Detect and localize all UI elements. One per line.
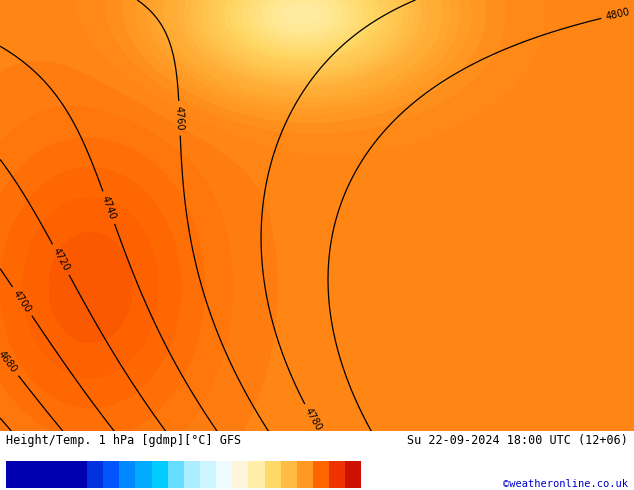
- Text: 4740: 4740: [100, 195, 118, 221]
- Text: 4780: 4780: [302, 406, 323, 433]
- Bar: [103, 461, 119, 488]
- Text: 4680: 4680: [0, 349, 19, 375]
- Bar: [297, 461, 313, 488]
- Text: Height/Temp. 1 hPa [gdmp][°C] GFS: Height/Temp. 1 hPa [gdmp][°C] GFS: [6, 434, 242, 447]
- Bar: [168, 461, 184, 488]
- Text: ©weatheronline.co.uk: ©weatheronline.co.uk: [503, 479, 628, 489]
- Bar: [249, 461, 264, 488]
- Text: 4760: 4760: [174, 106, 185, 131]
- Text: Su 22-09-2024 18:00 UTC (12+06): Su 22-09-2024 18:00 UTC (12+06): [407, 434, 628, 447]
- Bar: [152, 461, 168, 488]
- Bar: [119, 461, 136, 488]
- Text: 4800: 4800: [605, 7, 631, 22]
- Bar: [264, 461, 281, 488]
- Bar: [184, 461, 200, 488]
- Bar: [136, 461, 152, 488]
- Bar: [313, 461, 329, 488]
- Bar: [216, 461, 232, 488]
- Bar: [6, 461, 87, 488]
- Bar: [281, 461, 297, 488]
- Text: 4700: 4700: [11, 289, 33, 315]
- Bar: [200, 461, 216, 488]
- Text: 4720: 4720: [51, 246, 71, 273]
- Bar: [346, 461, 361, 488]
- Bar: [232, 461, 249, 488]
- Bar: [87, 461, 103, 488]
- Bar: [329, 461, 346, 488]
